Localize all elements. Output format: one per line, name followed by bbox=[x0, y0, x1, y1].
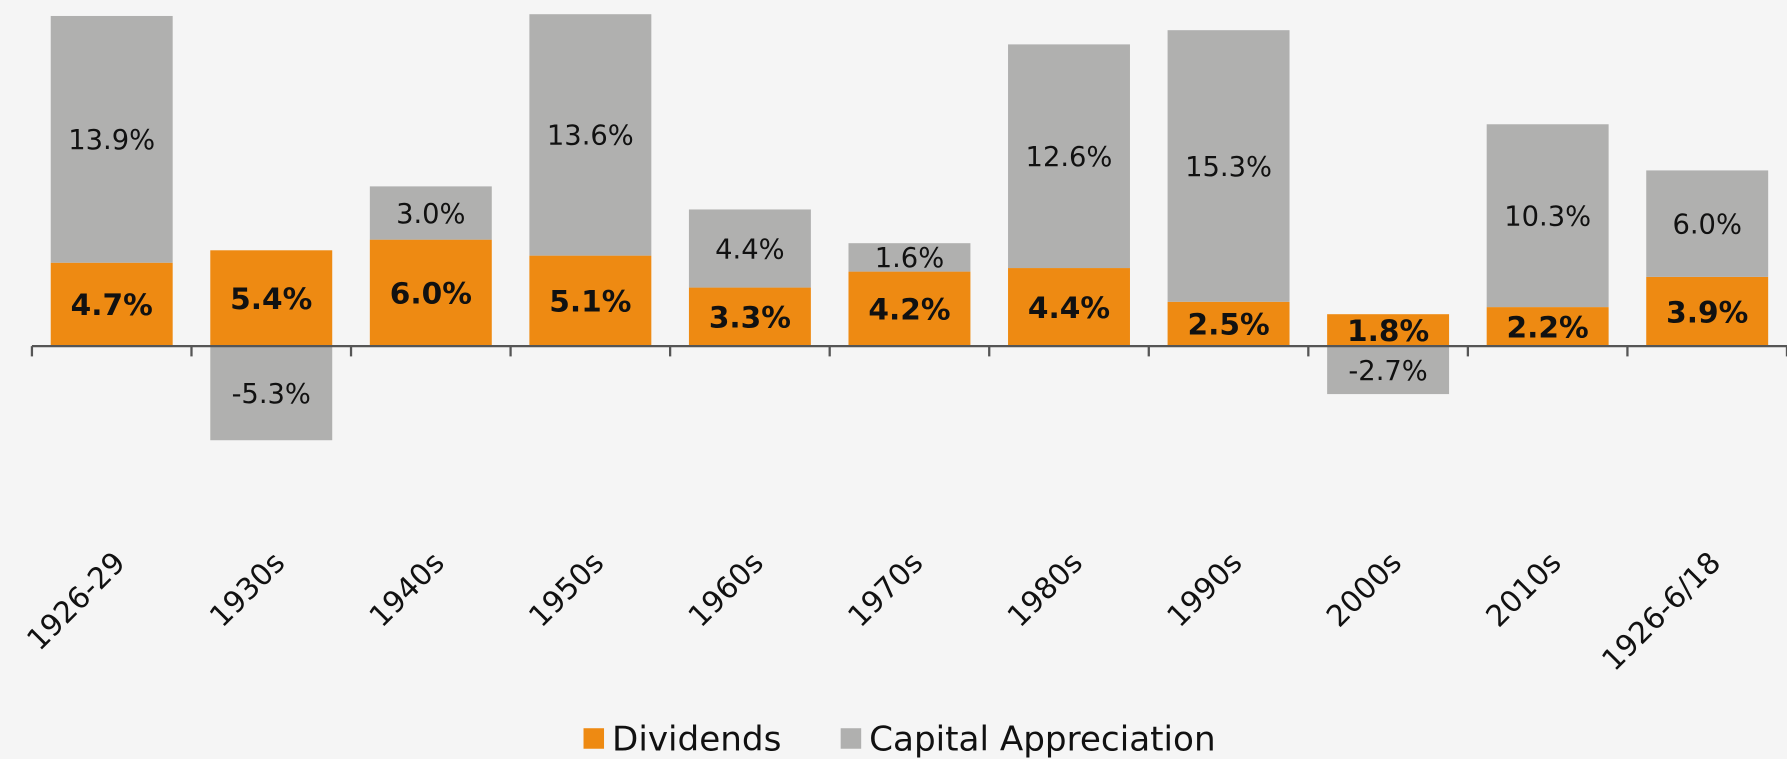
bar-segment bbox=[1167, 30, 1290, 302]
bar-segment bbox=[1008, 268, 1130, 347]
bar-segment bbox=[688, 209, 811, 288]
data-label: 3.0% bbox=[396, 199, 465, 230]
data-label: 1.8% bbox=[1347, 313, 1429, 348]
bar-segment bbox=[848, 243, 971, 272]
bar-segment bbox=[1486, 307, 1609, 347]
bar-segment bbox=[848, 271, 971, 347]
bar-segment bbox=[369, 186, 492, 240]
bar-segment bbox=[1646, 276, 1769, 347]
data-label: 10.3% bbox=[1504, 201, 1591, 232]
legend-swatch bbox=[583, 728, 605, 749]
bar-segment bbox=[50, 262, 173, 347]
data-label: 13.6% bbox=[547, 121, 634, 152]
bar-segment bbox=[369, 239, 492, 347]
data-label: 4.4% bbox=[715, 234, 784, 265]
data-label: 5.1% bbox=[549, 284, 631, 319]
data-label: -2.7% bbox=[1348, 356, 1427, 387]
data-label: 3.3% bbox=[709, 300, 791, 335]
data-label: 13.9% bbox=[68, 125, 155, 156]
legend-label: Dividends bbox=[612, 719, 781, 759]
bar-segment bbox=[1327, 346, 1450, 395]
bar-segment bbox=[688, 287, 811, 347]
data-label: 4.2% bbox=[868, 292, 950, 327]
data-label: 6.0% bbox=[1672, 209, 1741, 240]
bar-segment bbox=[1008, 44, 1130, 269]
data-label: 2.2% bbox=[1507, 309, 1589, 344]
bar-segment bbox=[1167, 301, 1290, 347]
data-label: 15.3% bbox=[1185, 152, 1272, 183]
data-label: 6.0% bbox=[390, 276, 472, 311]
data-label: 3.9% bbox=[1666, 294, 1748, 329]
bar-segment bbox=[50, 15, 173, 263]
data-label: 1.6% bbox=[875, 243, 944, 274]
bar-segment bbox=[1486, 124, 1609, 308]
legend-label: Capital Appreciation bbox=[869, 719, 1215, 759]
data-label: -5.3% bbox=[232, 379, 311, 410]
data-label: 4.7% bbox=[71, 287, 153, 322]
data-label: 4.4% bbox=[1028, 290, 1110, 325]
bar-segment bbox=[529, 14, 652, 256]
bar-segment bbox=[210, 250, 333, 347]
bar-segment bbox=[1646, 170, 1769, 277]
bar-segment bbox=[1327, 314, 1450, 347]
legend-swatch bbox=[840, 728, 862, 749]
data-label: 2.5% bbox=[1187, 307, 1269, 342]
bar-segment bbox=[210, 346, 333, 441]
data-label: 12.6% bbox=[1026, 142, 1113, 173]
bar-segment bbox=[529, 255, 652, 347]
data-label: 5.4% bbox=[230, 281, 312, 316]
